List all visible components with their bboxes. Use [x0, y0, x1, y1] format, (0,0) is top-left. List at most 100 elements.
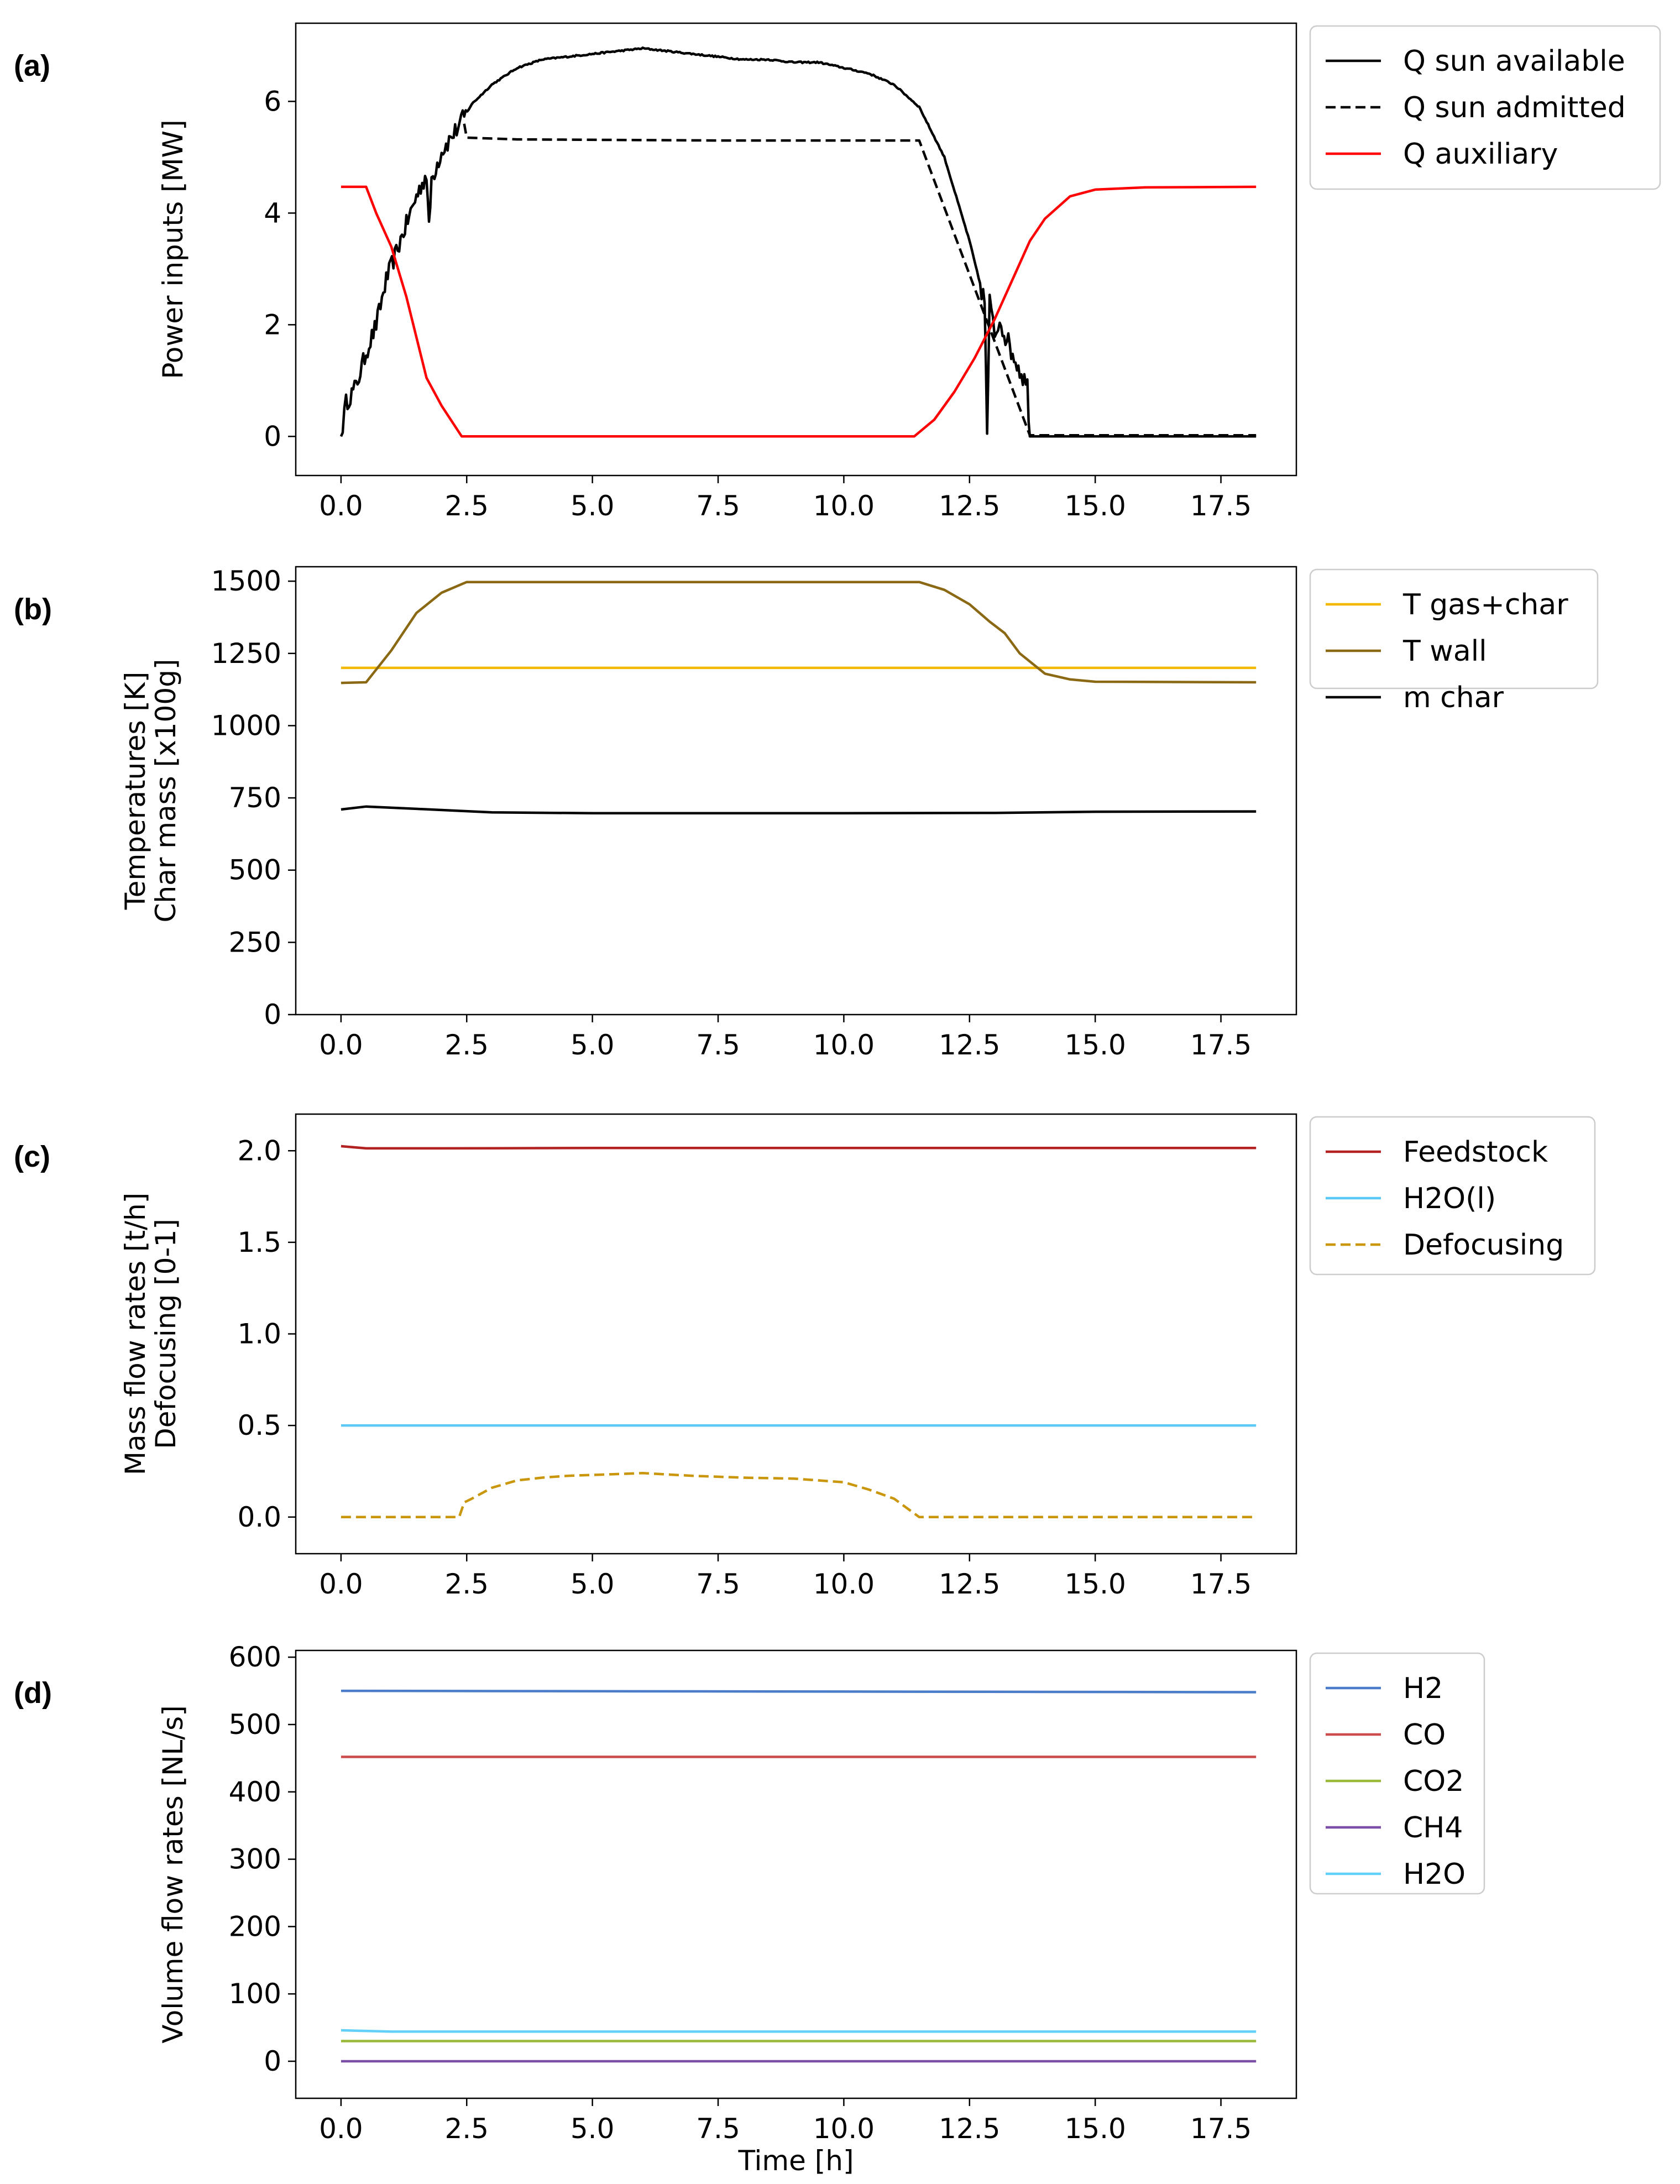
y-tick-label: 2.0	[237, 1135, 281, 1167]
y-tick-label: 100	[229, 1978, 281, 2010]
y-tick-label: 1.0	[237, 1318, 281, 1350]
x-tick-label: 10.0	[813, 2113, 875, 2145]
y-axis-label: Char mass [x100g]	[150, 659, 182, 923]
y-tick-label: 0	[264, 420, 281, 452]
x-tick-label: 0.0	[319, 1029, 363, 1061]
x-tick-label: 5.0	[571, 2113, 615, 2145]
x-tick-label: 5.0	[571, 1029, 615, 1061]
y-tick-label: 6	[264, 85, 281, 117]
y-tick-label: 400	[229, 1776, 281, 1808]
x-tick-label: 15.0	[1065, 2113, 1126, 2145]
legend-box	[1309, 568, 1599, 689]
series-line-h2	[341, 1689, 1257, 1694]
legend-label: T wall	[1402, 635, 1487, 668]
legend: Feedstock H2O(l) Defocusing	[1309, 1116, 1596, 1276]
x-tick-label: 7.5	[696, 1029, 740, 1061]
y-tick-label: 1250	[211, 638, 281, 670]
x-tick-label: 17.5	[1190, 2113, 1252, 2145]
x-tick-label: 15.0	[1065, 1568, 1126, 1600]
y-tick-label: 2	[264, 309, 281, 341]
panel-a: (a) 0.0 2.5 5.0 7.5 10.0 12.5 15.0 17.5 0 2 4 6 Power…	[14, 22, 1661, 522]
legend-label: Feedstock	[1403, 1136, 1548, 1169]
x-tick-label: 15.0	[1065, 490, 1126, 522]
x-tick-label: 7.5	[696, 490, 740, 522]
x-tick-label: 7.5	[696, 1568, 740, 1600]
series-line-q-sun-available	[339, 46, 1257, 438]
legend-box	[1309, 25, 1661, 190]
legend-label: CO	[1403, 1718, 1446, 1752]
x-tick-label: 17.5	[1190, 1568, 1252, 1600]
plot-frame	[295, 22, 1297, 477]
plot-frame	[295, 1113, 1297, 1555]
x-tick-label: 10.0	[813, 490, 875, 522]
y-tick-label: 0.0	[237, 1501, 281, 1533]
x-tick-label: 7.5	[696, 2113, 740, 2145]
x-tick-label: 2.5	[444, 1568, 489, 1600]
x-tick-label: 12.5	[939, 490, 1000, 522]
x-tick-label: 2.5	[444, 2113, 489, 2145]
x-tick-label: 17.5	[1190, 1029, 1252, 1061]
x-tick-label: 17.5	[1190, 490, 1252, 522]
x-tick-label: 2.5	[444, 490, 489, 522]
y-axis-label: Volume flow rates [NL/s]	[157, 1705, 189, 2043]
legend-label: H2O	[1403, 1858, 1466, 1891]
panel-c: (c) 0.0 2.5 5.0 7.5 10.0 12.5 15.0 17.5 0.0 0.5 1.0…	[14, 1113, 1596, 1600]
panel-label: (a)	[14, 49, 50, 82]
legend: Q sun available Q sun admitted Q auxiliary	[1309, 25, 1661, 190]
legend: T gas+char T wall m char	[1309, 568, 1599, 714]
series-line-feedstock	[341, 1145, 1257, 1150]
y-tick-label: 500	[229, 1708, 281, 1741]
x-tick-label: 12.5	[939, 2113, 1000, 2145]
legend-label: H2	[1403, 1672, 1443, 1705]
y-axis-label: Power inputs [MW]	[157, 119, 189, 379]
y-tick-label: 750	[229, 782, 281, 814]
y-tick-label: 500	[229, 854, 281, 886]
series-line-defocusing	[341, 1472, 1257, 1519]
y-axis-label: Mass flow rates [t/h]	[119, 1193, 151, 1475]
series-line-h2o	[341, 2029, 1257, 2033]
panel-label: (b)	[14, 593, 52, 626]
y-tick-label: 300	[229, 1843, 281, 1875]
y-tick-label: 600	[229, 1641, 281, 1673]
legend-label: Defocusing	[1403, 1229, 1564, 1262]
x-tick-label: 0.0	[319, 2113, 363, 2145]
x-tick-label: 0.0	[319, 1568, 363, 1600]
x-tick-label: 5.0	[571, 1568, 615, 1600]
series-line-m-char	[341, 805, 1257, 815]
legend-label: CO2	[1403, 1765, 1464, 1798]
legend-box	[1309, 1116, 1596, 1276]
x-axis-label: Time [h]	[738, 2145, 854, 2177]
y-tick-label: 250	[229, 926, 281, 958]
legend-label: CH4	[1403, 1811, 1463, 1845]
x-tick-label: 10.0	[813, 1029, 875, 1061]
y-tick-label: 1500	[211, 565, 281, 597]
y-axis-label: Defocusing [0-1]	[150, 1219, 182, 1449]
legend-label: m char	[1403, 681, 1504, 714]
panel-label: (c)	[14, 1140, 50, 1173]
legend-label: Q auxiliary	[1403, 138, 1558, 171]
legend-label: Q sun admitted	[1403, 91, 1626, 124]
legend-label: H2O(l)	[1403, 1182, 1496, 1215]
legend-box	[1309, 1652, 1485, 1895]
y-tick-label: 4	[264, 197, 281, 229]
y-tick-label: 0	[264, 2045, 281, 2077]
series-line-q-sun-admitted	[463, 123, 1257, 437]
legend-label: Q sun available	[1403, 45, 1625, 78]
x-tick-label: 10.0	[813, 1568, 875, 1600]
plot-frame	[295, 1649, 1297, 2099]
panel-b: (b) 0.0 2.5 5.0 7.5 10.0 12.5 15.0 17.5 0 250 500 75…	[14, 565, 1599, 1061]
y-tick-label: 200	[229, 1910, 281, 1942]
legend: H2 CO CO2 CH4 H2O	[1309, 1652, 1485, 1895]
legend-label: T gas+char	[1402, 588, 1568, 621]
series-line-q-auxiliary	[341, 185, 1257, 438]
x-tick-label: 2.5	[444, 1029, 489, 1061]
plot-frame	[295, 566, 1297, 1016]
y-tick-label: 1.5	[237, 1226, 281, 1258]
x-tick-label: 0.0	[319, 490, 363, 522]
series-line-t-wall	[341, 581, 1257, 685]
panel-d: (d) 0.0 2.5 5.0 7.5 10.0 12.5 15.0 17.5 0 100 200 30…	[14, 1641, 1485, 2177]
x-tick-label: 12.5	[939, 1029, 1000, 1061]
y-tick-label: 1000	[211, 709, 281, 741]
y-axis-label: Temperatures [K]	[119, 672, 151, 910]
